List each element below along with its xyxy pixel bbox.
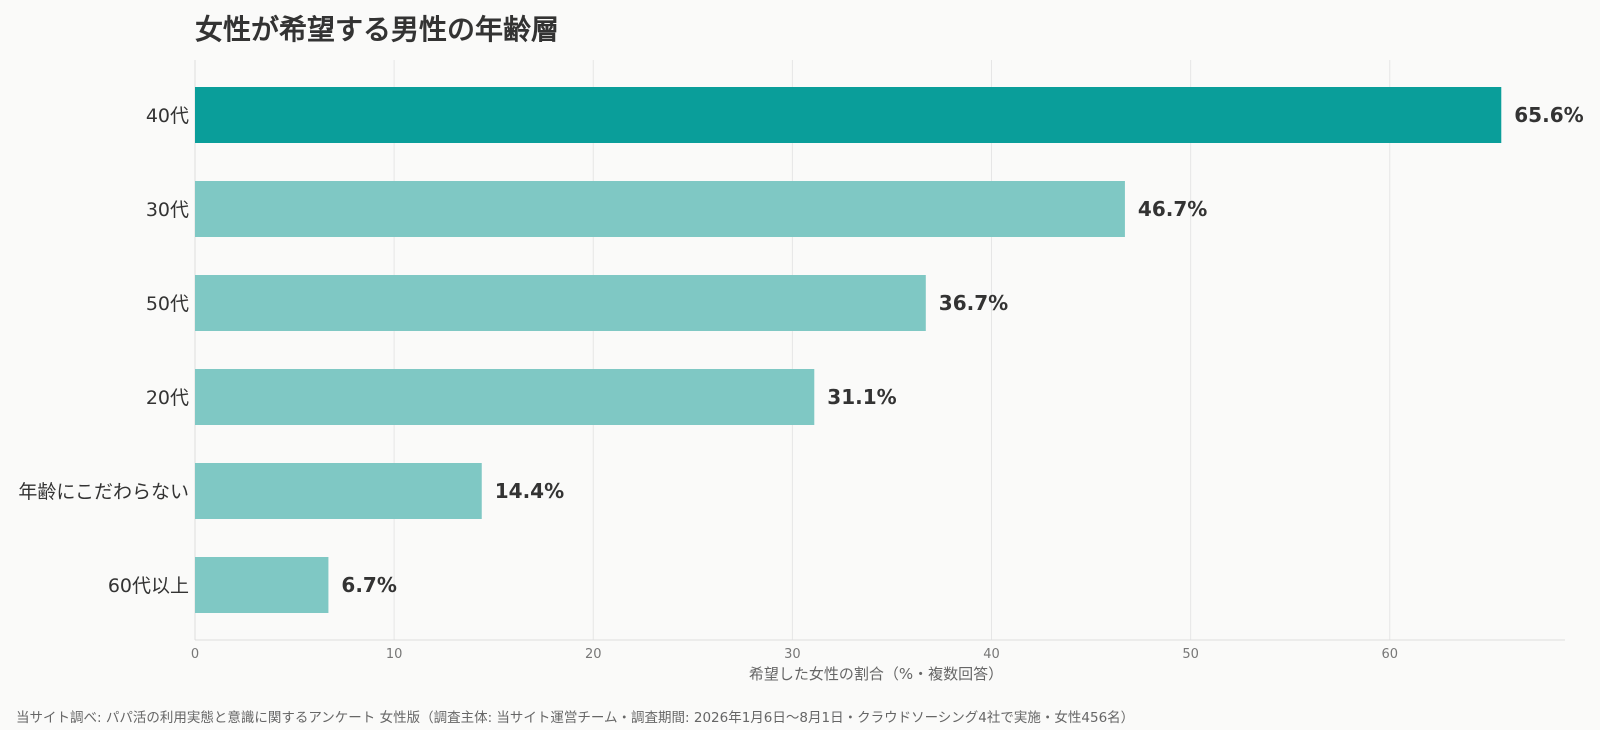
category-label: 年齢にこだわらない: [18, 481, 189, 503]
chart-title: 女性が希望する男性の年齢層: [195, 13, 560, 46]
category-label: 60代以上: [108, 575, 189, 597]
bar: [195, 275, 926, 331]
bar: [195, 369, 815, 425]
category-label: 50代: [146, 293, 189, 315]
value-label: 14.4%: [495, 479, 564, 503]
bar: [195, 181, 1125, 237]
x-tick-label: 30: [784, 647, 801, 662]
x-tick-label: 50: [1182, 647, 1199, 662]
x-axis-title: 希望した女性の割合（%・複数回答）: [749, 665, 1003, 683]
x-tick-label: 20: [585, 647, 602, 662]
value-label: 46.7%: [1138, 197, 1207, 221]
source-note: 当サイト調べ: パパ活の利用実態と意識に関するアンケート 女性版（調査主体: 当…: [16, 710, 1135, 726]
gridlines: [194, 60, 1565, 641]
x-tick-label: 40: [983, 647, 1000, 662]
value-label: 36.7%: [939, 291, 1008, 315]
labels: 0 10 20 30 40 50 60 40代 65.6% 30代 46.7% 50代 36.7% 20代…: [18, 103, 1583, 662]
x-tick-label: 60: [1381, 647, 1398, 662]
x-tick-label: 0: [191, 647, 199, 662]
category-label: 40代: [146, 105, 189, 127]
value-label: 31.1%: [827, 385, 896, 409]
value-label: 65.6%: [1514, 103, 1583, 127]
bar: [195, 463, 482, 519]
x-tick-label: 10: [386, 647, 403, 662]
bar: [195, 557, 329, 613]
bar: [195, 87, 1502, 143]
bars: [195, 87, 1502, 613]
category-label: 30代: [146, 199, 189, 221]
value-label: 6.7%: [341, 573, 396, 597]
category-label: 20代: [146, 387, 189, 409]
bar-chart: 0 10 20 30 40 50 60 40代 65.6% 30代 46.7% 50代 36.7% 20代…: [18, 60, 1584, 683]
